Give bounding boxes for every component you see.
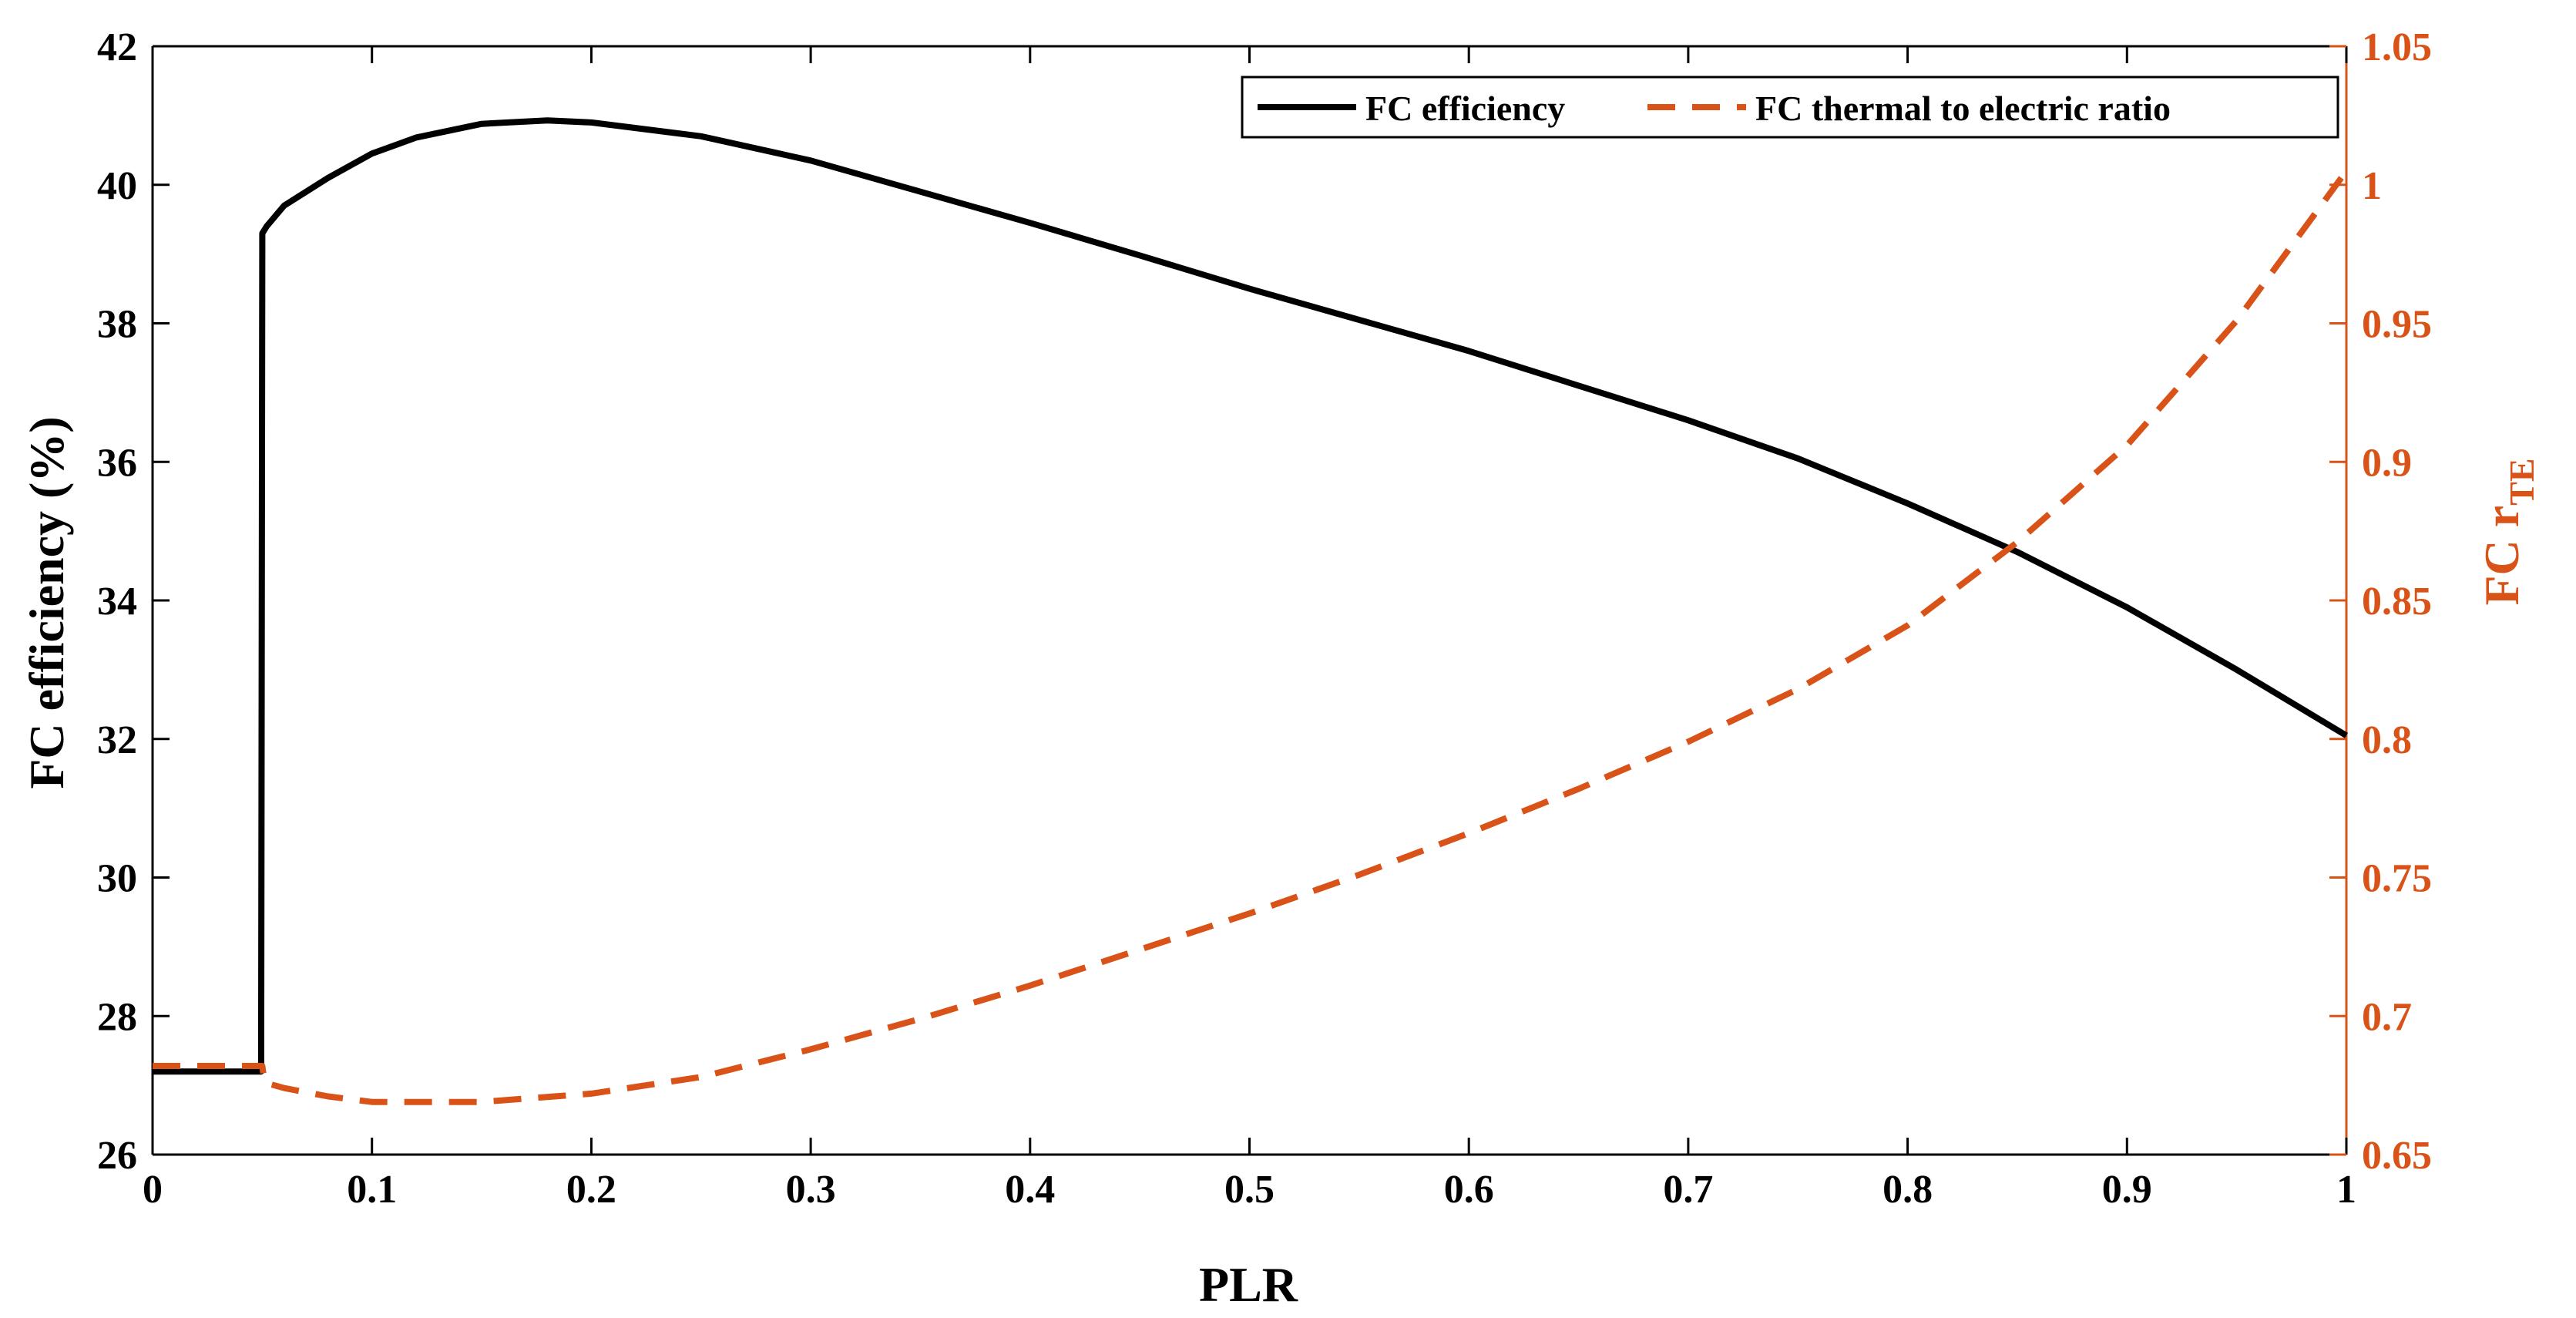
x-tick-label: 0.6 xyxy=(1444,1168,1494,1212)
left-y-tick-label: 28 xyxy=(97,995,137,1039)
series-layer xyxy=(153,117,2349,1105)
left-y-tick-label: 32 xyxy=(97,718,137,762)
x-tick-label: 0.1 xyxy=(347,1168,397,1212)
left-y-tick-label: 26 xyxy=(97,1134,137,1178)
x-tick-label: 1 xyxy=(2336,1168,2356,1212)
right-y-tick-label: 1 xyxy=(2362,164,2382,208)
right-y-tick-label: 0.65 xyxy=(2362,1134,2432,1178)
right-y-axis-title-main: FC r xyxy=(2474,506,2529,606)
x-tick-label: 0.4 xyxy=(1005,1168,1055,1212)
right-y-tick-label: 0.85 xyxy=(2362,580,2432,624)
x-axis-title: PLR xyxy=(1199,1257,1298,1312)
legend-box xyxy=(1241,76,2339,139)
left-y-axis-ticks: 26 28 30 32 34 36 38 40 42 xyxy=(97,25,170,1178)
left-y-tick-label: 40 xyxy=(97,164,137,208)
left-y-tick-label: 42 xyxy=(97,25,137,69)
right-y-axis-ticks: 0.65 0.7 0.75 0.8 0.85 0.9 0.95 1 1.05 xyxy=(2329,25,2432,1178)
series-line-thermal-electric-ratio xyxy=(153,169,2349,1105)
left-y-tick-label: 34 xyxy=(97,580,137,624)
x-tick-label: 0.8 xyxy=(1882,1168,1933,1212)
series-line-fc-efficiency xyxy=(153,117,2349,1075)
right-y-axis-title: FC rTE xyxy=(2474,458,2541,605)
right-y-tick-label: 0.7 xyxy=(2362,995,2412,1039)
legend-label-ratio: FC thermal to electric ratio xyxy=(1755,89,2171,128)
x-tick-label: 0.5 xyxy=(1224,1168,1275,1212)
right-y-axis-title-subscript: TE xyxy=(2502,458,2541,505)
x-tick-label: 0 xyxy=(143,1168,163,1212)
right-y-tick-label: 1.05 xyxy=(2362,25,2432,69)
right-y-tick-label: 0.75 xyxy=(2362,857,2432,901)
legend-label-efficiency: FC efficiency xyxy=(1365,89,1565,128)
x-axis-ticks: 0 0.1 0.2 0.3 0.4 0.5 0.6 0.7 0.8 0.9 1 xyxy=(143,46,2356,1212)
legend: FC efficiency FC thermal to electric rat… xyxy=(1241,76,2339,139)
left-y-tick-label: 30 xyxy=(97,857,137,901)
x-tick-label: 0.9 xyxy=(2102,1168,2152,1212)
left-y-tick-label: 38 xyxy=(97,303,137,347)
left-y-tick-label: 36 xyxy=(97,441,137,485)
x-tick-label: 0.3 xyxy=(786,1168,836,1212)
right-y-tick-label: 0.8 xyxy=(2362,718,2412,762)
x-tick-label: 0.7 xyxy=(1663,1168,1713,1212)
right-y-tick-label: 0.95 xyxy=(2362,303,2432,347)
left-y-axis-title: FC efficiency (%) xyxy=(19,416,74,788)
x-tick-label: 0.2 xyxy=(566,1168,616,1212)
right-y-tick-label: 0.9 xyxy=(2362,441,2412,485)
